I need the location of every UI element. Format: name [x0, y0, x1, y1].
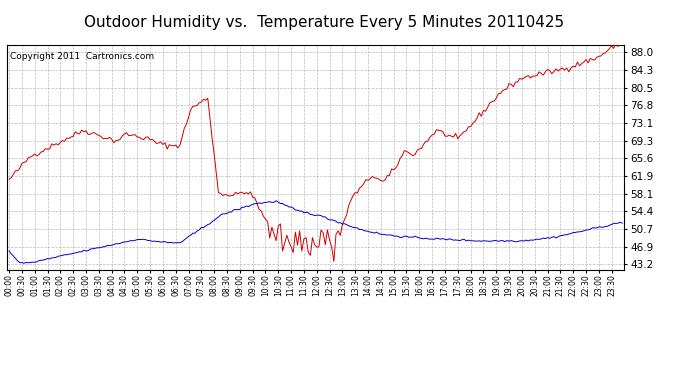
Text: Copyright 2011  Cartronics.com: Copyright 2011 Cartronics.com — [10, 52, 154, 61]
Text: Outdoor Humidity vs.  Temperature Every 5 Minutes 20110425: Outdoor Humidity vs. Temperature Every 5… — [84, 15, 564, 30]
